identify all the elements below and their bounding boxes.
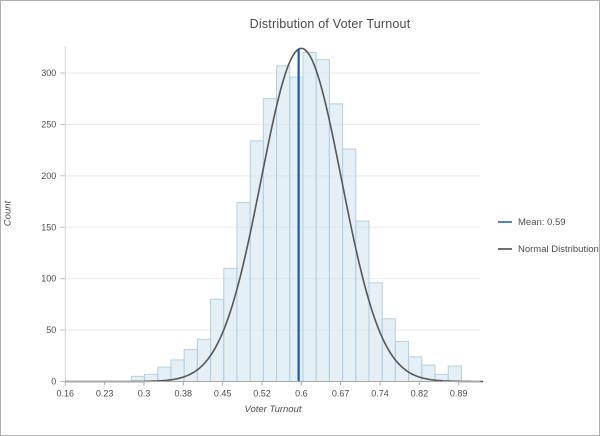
y-tick-label: 0 — [51, 377, 56, 387]
histogram-bar — [355, 220, 370, 382]
legend-label-mean: Mean: 0.59 — [518, 216, 566, 228]
legend-item-normal-distribution: Normal Distribution — [498, 243, 599, 255]
chart-title: Distribution of Voter Turnout — [249, 17, 411, 31]
legend: Mean: 0.59 Normal Distribution — [498, 216, 599, 271]
y-axis-title: Count — [2, 200, 14, 227]
histogram-bar — [447, 365, 462, 383]
x-tick-label: 0.89 — [450, 389, 468, 399]
x-tick-label: 0.45 — [214, 389, 232, 399]
x-tick-label: 0.52 — [253, 389, 271, 399]
x-tick-label: 0.74 — [371, 389, 389, 399]
x-tick-label: 0.67 — [332, 389, 350, 399]
histogram-bar — [289, 76, 304, 382]
x-tick-label: 0.3 — [138, 389, 151, 399]
x-tick-label: 0.23 — [96, 389, 114, 399]
y-tick-label: 200 — [41, 171, 56, 181]
histogram-bar — [302, 51, 317, 383]
histogram-bar — [276, 65, 291, 382]
mean-line-swatch-icon — [498, 220, 512, 224]
normal-curve-swatch-icon — [498, 247, 512, 251]
legend-item-mean: Mean: 0.59 — [498, 216, 598, 228]
x-tick-label: 0.82 — [411, 389, 429, 399]
x-axis-title: Voter Turnout — [244, 404, 302, 415]
histogram-bar — [210, 298, 225, 383]
histogram-bar — [342, 148, 357, 382]
histogram-bar — [236, 202, 251, 382]
x-tick-label: 0.6 — [295, 389, 308, 399]
histogram-bar — [328, 103, 344, 382]
y-tick-label: 150 — [41, 222, 56, 232]
y-tick-label: 250 — [41, 119, 56, 129]
y-tick-label: 100 — [41, 274, 56, 284]
histogram-bar — [196, 338, 212, 383]
x-tick-label: 0.16 — [57, 389, 75, 399]
x-tick-label: 0.38 — [175, 389, 193, 399]
y-tick-label: 300 — [41, 68, 56, 78]
histogram-bar — [262, 98, 278, 382]
legend-label-normal-distribution: Normal Distribution — [518, 243, 599, 255]
y-tick-label: 50 — [46, 325, 56, 335]
